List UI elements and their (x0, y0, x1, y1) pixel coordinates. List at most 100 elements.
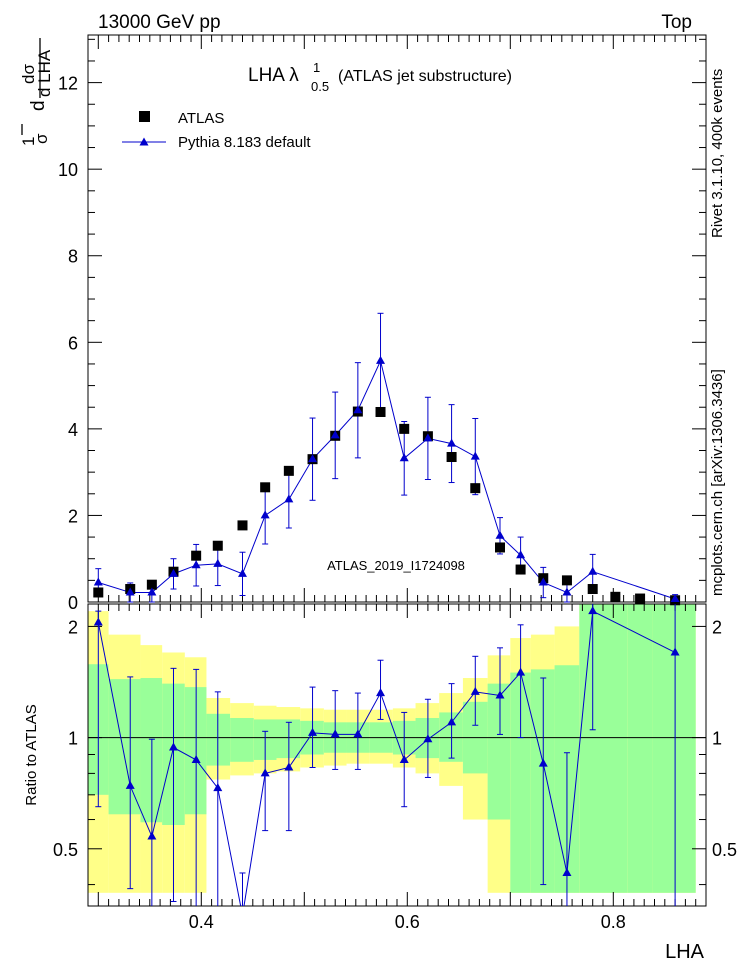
atlas-point (191, 550, 202, 561)
pythia-point (260, 510, 270, 519)
ratio-point (308, 727, 318, 736)
pythia-point (588, 566, 598, 575)
band-inner-segment (652, 604, 696, 893)
y-tick-label-ratio-right: 0.5 (712, 840, 737, 860)
atlas-point (495, 542, 505, 553)
y-tick-label-top: 6 (68, 333, 78, 353)
ratio-point (376, 688, 386, 697)
legend-atlas-marker (139, 111, 150, 122)
ratio-point (670, 647, 680, 656)
pythia-point (191, 560, 201, 569)
atlas-point (283, 465, 294, 476)
legend-atlas-label: ATLAS (178, 110, 224, 127)
ratio-point (470, 686, 480, 695)
atlas-point (470, 483, 481, 494)
band-inner-segment (627, 604, 653, 893)
pythia-point (168, 568, 178, 577)
pythia-point (308, 454, 318, 463)
x-tick-label: 0.6 (395, 912, 420, 932)
pythia-point (470, 451, 480, 460)
ratio-point (213, 783, 223, 792)
ratio-point (495, 690, 505, 699)
pythia-point (399, 453, 409, 462)
ratio-point (399, 754, 409, 763)
atlas-point (212, 540, 223, 551)
y-tick-label-top: 12 (58, 74, 78, 94)
ratio-point (168, 742, 178, 751)
pythia-point (495, 530, 505, 539)
ratio-panel-marks (93, 604, 680, 918)
ratio-point (238, 910, 247, 918)
pythia-point (353, 405, 363, 414)
pythia-point (125, 587, 135, 596)
top-panel-background (88, 35, 706, 602)
atlas-point (561, 575, 572, 586)
title-main: LHA λ (248, 65, 299, 86)
band-inner-segment (510, 672, 531, 893)
ratio-point (284, 762, 294, 771)
ratio-point (93, 617, 103, 626)
y-tick-label-ratio-right: 1 (712, 729, 722, 749)
atlas-point (446, 452, 457, 463)
header-left: 13000 GeV pp (98, 12, 221, 33)
ylabel-d: d (28, 100, 49, 111)
pythia-point (330, 430, 340, 439)
pythia-point (376, 355, 386, 364)
y-tick-label-ratio-right: 2 (712, 617, 722, 637)
y-axis-label-ratio: Ratio to ATLAS (23, 704, 40, 805)
x-tick-label: 0.4 (189, 912, 214, 932)
atlas-point (587, 584, 598, 595)
ratio-point (353, 729, 363, 738)
atlas-point (146, 579, 157, 590)
ratio-point (330, 729, 340, 738)
atlas-point (610, 591, 621, 602)
title-rest: (ATLAS jet substructure) (338, 68, 512, 85)
analysis-tag: ATLAS_2019_I1724098 (327, 558, 465, 573)
chart-title: LHA λ 1 0.5 (ATLAS jet substructure) (248, 60, 512, 94)
rivet-label: Rivet 3.1.10, 400k events (709, 69, 726, 238)
pythia-point (238, 568, 247, 577)
y-tick-label-top: 8 (68, 247, 78, 267)
atlas-point (93, 587, 104, 598)
ratio-point (538, 758, 548, 767)
band-inner-segment (530, 669, 555, 893)
pythia-point (423, 433, 433, 442)
atlas-point (399, 423, 410, 434)
atlas-point (515, 564, 526, 575)
mcplots-label: mcplots.cern.ch [arXiv:1306.3436] (709, 369, 726, 596)
pythia-point (538, 577, 548, 586)
ylabel-frac-den: σ (32, 133, 51, 144)
ratio-point (423, 734, 433, 743)
pythia-point (562, 587, 572, 596)
band-inner-segment (184, 687, 207, 815)
legend-pythia-marker (139, 137, 149, 146)
ratio-point (125, 780, 135, 789)
legend-pythia-label: Pythia 8.183 default (178, 134, 311, 151)
x-tick-label: 0.8 (601, 912, 626, 932)
band-inner-segment (276, 719, 301, 759)
pythia-point (670, 593, 680, 602)
band-inner-segment (603, 604, 628, 893)
y-tick-label-ratio: 0.5 (53, 840, 78, 860)
ratio-clipped-group (93, 604, 680, 918)
atlas-point (260, 482, 271, 493)
y-tick-label-ratio: 1 (68, 729, 78, 749)
pythia-point (213, 558, 223, 567)
top-panel-area (88, 35, 706, 602)
header-right: Top (661, 12, 692, 33)
ratio-point (588, 606, 598, 615)
ratio-point (147, 831, 157, 840)
pythia-point (93, 577, 103, 586)
pythia-point (284, 494, 294, 503)
ratio-bands (88, 604, 706, 893)
atlas-point (237, 520, 248, 531)
atlas-point (635, 593, 646, 604)
band-inner-segment (140, 678, 163, 823)
y-tick-label-top: 2 (68, 506, 78, 526)
pythia-point (516, 550, 526, 559)
y-tick-label-top: 4 (68, 420, 78, 440)
y-axis-label-top: 1 σ d dσ d LHA (19, 38, 54, 146)
band-inner-segment (230, 717, 254, 762)
